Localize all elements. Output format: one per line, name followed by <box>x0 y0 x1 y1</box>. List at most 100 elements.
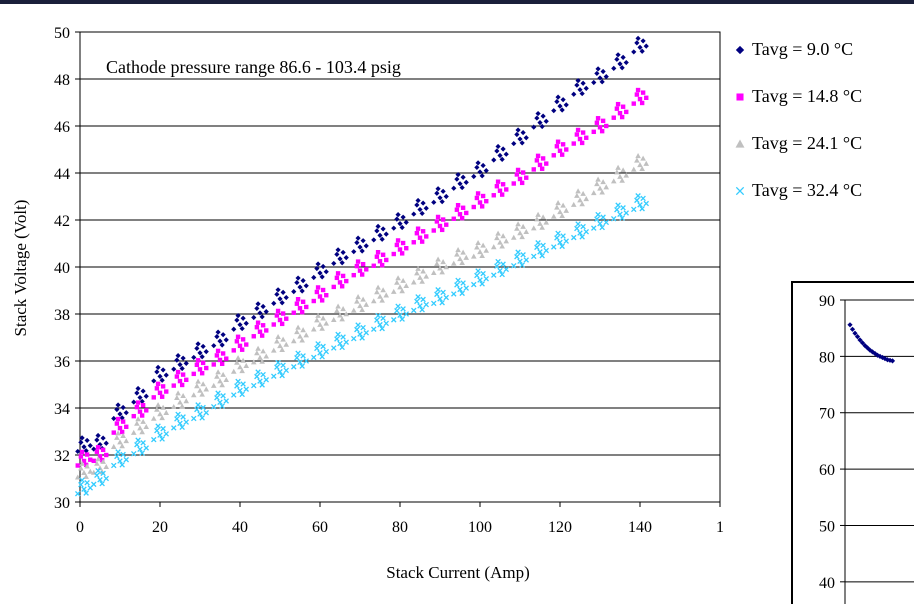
data-point <box>635 87 641 93</box>
data-point <box>180 392 186 399</box>
data-point <box>151 395 156 400</box>
data-point <box>403 219 409 225</box>
data-point <box>199 391 205 397</box>
data-point <box>115 416 121 422</box>
data-point <box>94 449 100 454</box>
data-point <box>271 373 277 379</box>
data-point <box>395 303 401 310</box>
data-point <box>81 458 87 464</box>
data-point <box>574 192 580 198</box>
data-point <box>357 331 363 337</box>
data-point <box>537 162 543 168</box>
data-point <box>237 387 243 394</box>
data-point <box>419 210 425 217</box>
data-point <box>331 345 337 351</box>
data-point <box>235 355 241 361</box>
data-point <box>175 390 181 396</box>
data-point <box>277 368 283 375</box>
data-point <box>254 305 260 312</box>
data-point <box>137 409 143 414</box>
data-point <box>339 344 345 351</box>
data-point <box>274 291 280 297</box>
data-point <box>394 308 400 314</box>
data-point <box>403 311 409 317</box>
data-point <box>397 312 403 319</box>
data-point <box>620 205 626 211</box>
data-point <box>177 420 183 427</box>
data-point <box>199 415 205 421</box>
data-point <box>357 268 363 273</box>
data-point <box>371 263 376 268</box>
data-point <box>640 38 646 44</box>
data-point <box>78 481 84 488</box>
data-point <box>557 103 563 109</box>
data-point <box>130 429 137 435</box>
data-point <box>99 457 105 463</box>
data-point <box>423 301 429 308</box>
data-point <box>555 139 561 144</box>
data-point <box>520 129 526 136</box>
data-point <box>535 240 541 246</box>
data-point <box>459 259 465 266</box>
data-point <box>497 152 503 159</box>
data-point <box>499 271 505 278</box>
data-point <box>583 228 589 235</box>
data-point <box>317 350 323 356</box>
data-point <box>514 131 520 138</box>
data-point <box>477 249 483 255</box>
data-point <box>600 179 606 185</box>
data-point <box>414 202 420 208</box>
data-point <box>514 225 520 231</box>
data-point <box>190 392 197 398</box>
data-point <box>380 252 386 257</box>
data-point <box>579 140 585 146</box>
data-point <box>543 118 549 124</box>
main-y-tick-label: 38 <box>54 307 70 324</box>
data-point <box>303 332 310 338</box>
data-point <box>331 284 336 290</box>
data-point <box>597 75 603 81</box>
data-point <box>234 359 240 365</box>
main-y-tick-label: 44 <box>54 166 70 183</box>
data-point <box>171 425 177 431</box>
data-point <box>183 419 189 425</box>
data-point <box>97 454 103 459</box>
data-point <box>619 65 625 71</box>
data-point <box>603 184 610 190</box>
data-point <box>557 148 563 153</box>
data-point <box>297 306 303 311</box>
data-point <box>414 231 420 236</box>
data-point <box>199 371 205 376</box>
data-point <box>215 348 221 354</box>
data-point <box>237 364 243 370</box>
data-point <box>339 284 345 289</box>
data-point <box>99 480 105 487</box>
data-point <box>615 202 621 208</box>
data-point <box>397 247 403 252</box>
data-point <box>259 314 265 320</box>
data-point <box>274 313 280 318</box>
data-point <box>337 312 343 318</box>
data-point <box>203 409 209 416</box>
data-point <box>284 316 289 321</box>
data-point <box>174 394 180 400</box>
data-point <box>157 432 163 438</box>
data-point <box>455 247 461 253</box>
data-point <box>471 204 476 210</box>
data-point <box>417 206 423 213</box>
data-point <box>450 260 457 266</box>
data-point <box>614 169 620 175</box>
data-point <box>83 490 89 496</box>
data-point <box>315 285 321 290</box>
data-point <box>87 468 94 474</box>
series-4 <box>75 193 649 497</box>
data-point <box>599 79 605 85</box>
data-point <box>311 354 317 361</box>
data-point <box>155 402 161 408</box>
data-point <box>614 106 620 111</box>
data-point <box>151 436 157 443</box>
data-point <box>440 188 446 194</box>
data-point <box>480 270 486 277</box>
data-point <box>557 209 563 215</box>
data-point <box>404 246 409 251</box>
